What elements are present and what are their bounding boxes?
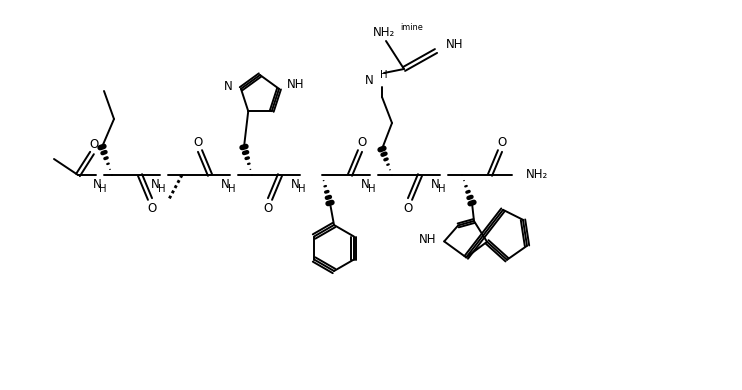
Text: H: H (368, 184, 375, 194)
Text: N: N (151, 177, 160, 190)
Text: NH₂: NH₂ (373, 25, 395, 39)
Text: NH: NH (418, 233, 436, 246)
Text: O: O (148, 202, 157, 214)
Text: NH₂: NH₂ (526, 168, 548, 181)
Text: N: N (365, 74, 374, 87)
Text: N: N (291, 177, 299, 190)
Text: O: O (358, 136, 367, 149)
Text: O: O (89, 138, 99, 151)
Text: N: N (430, 177, 439, 190)
Text: N: N (361, 177, 370, 190)
Text: H: H (439, 184, 446, 194)
Text: imine: imine (401, 23, 424, 32)
Text: H: H (298, 184, 306, 194)
Text: N: N (93, 177, 102, 190)
Text: O: O (194, 136, 203, 149)
Text: H: H (229, 184, 236, 194)
Text: O: O (497, 136, 507, 149)
Text: O: O (404, 202, 413, 214)
Text: O: O (263, 202, 272, 214)
Text: NH: NH (287, 78, 304, 91)
Text: N: N (220, 177, 229, 190)
Text: H: H (158, 184, 165, 194)
Text: NH: NH (446, 39, 464, 51)
Text: N: N (224, 80, 233, 93)
Text: H: H (99, 184, 107, 194)
Text: H: H (380, 70, 387, 80)
